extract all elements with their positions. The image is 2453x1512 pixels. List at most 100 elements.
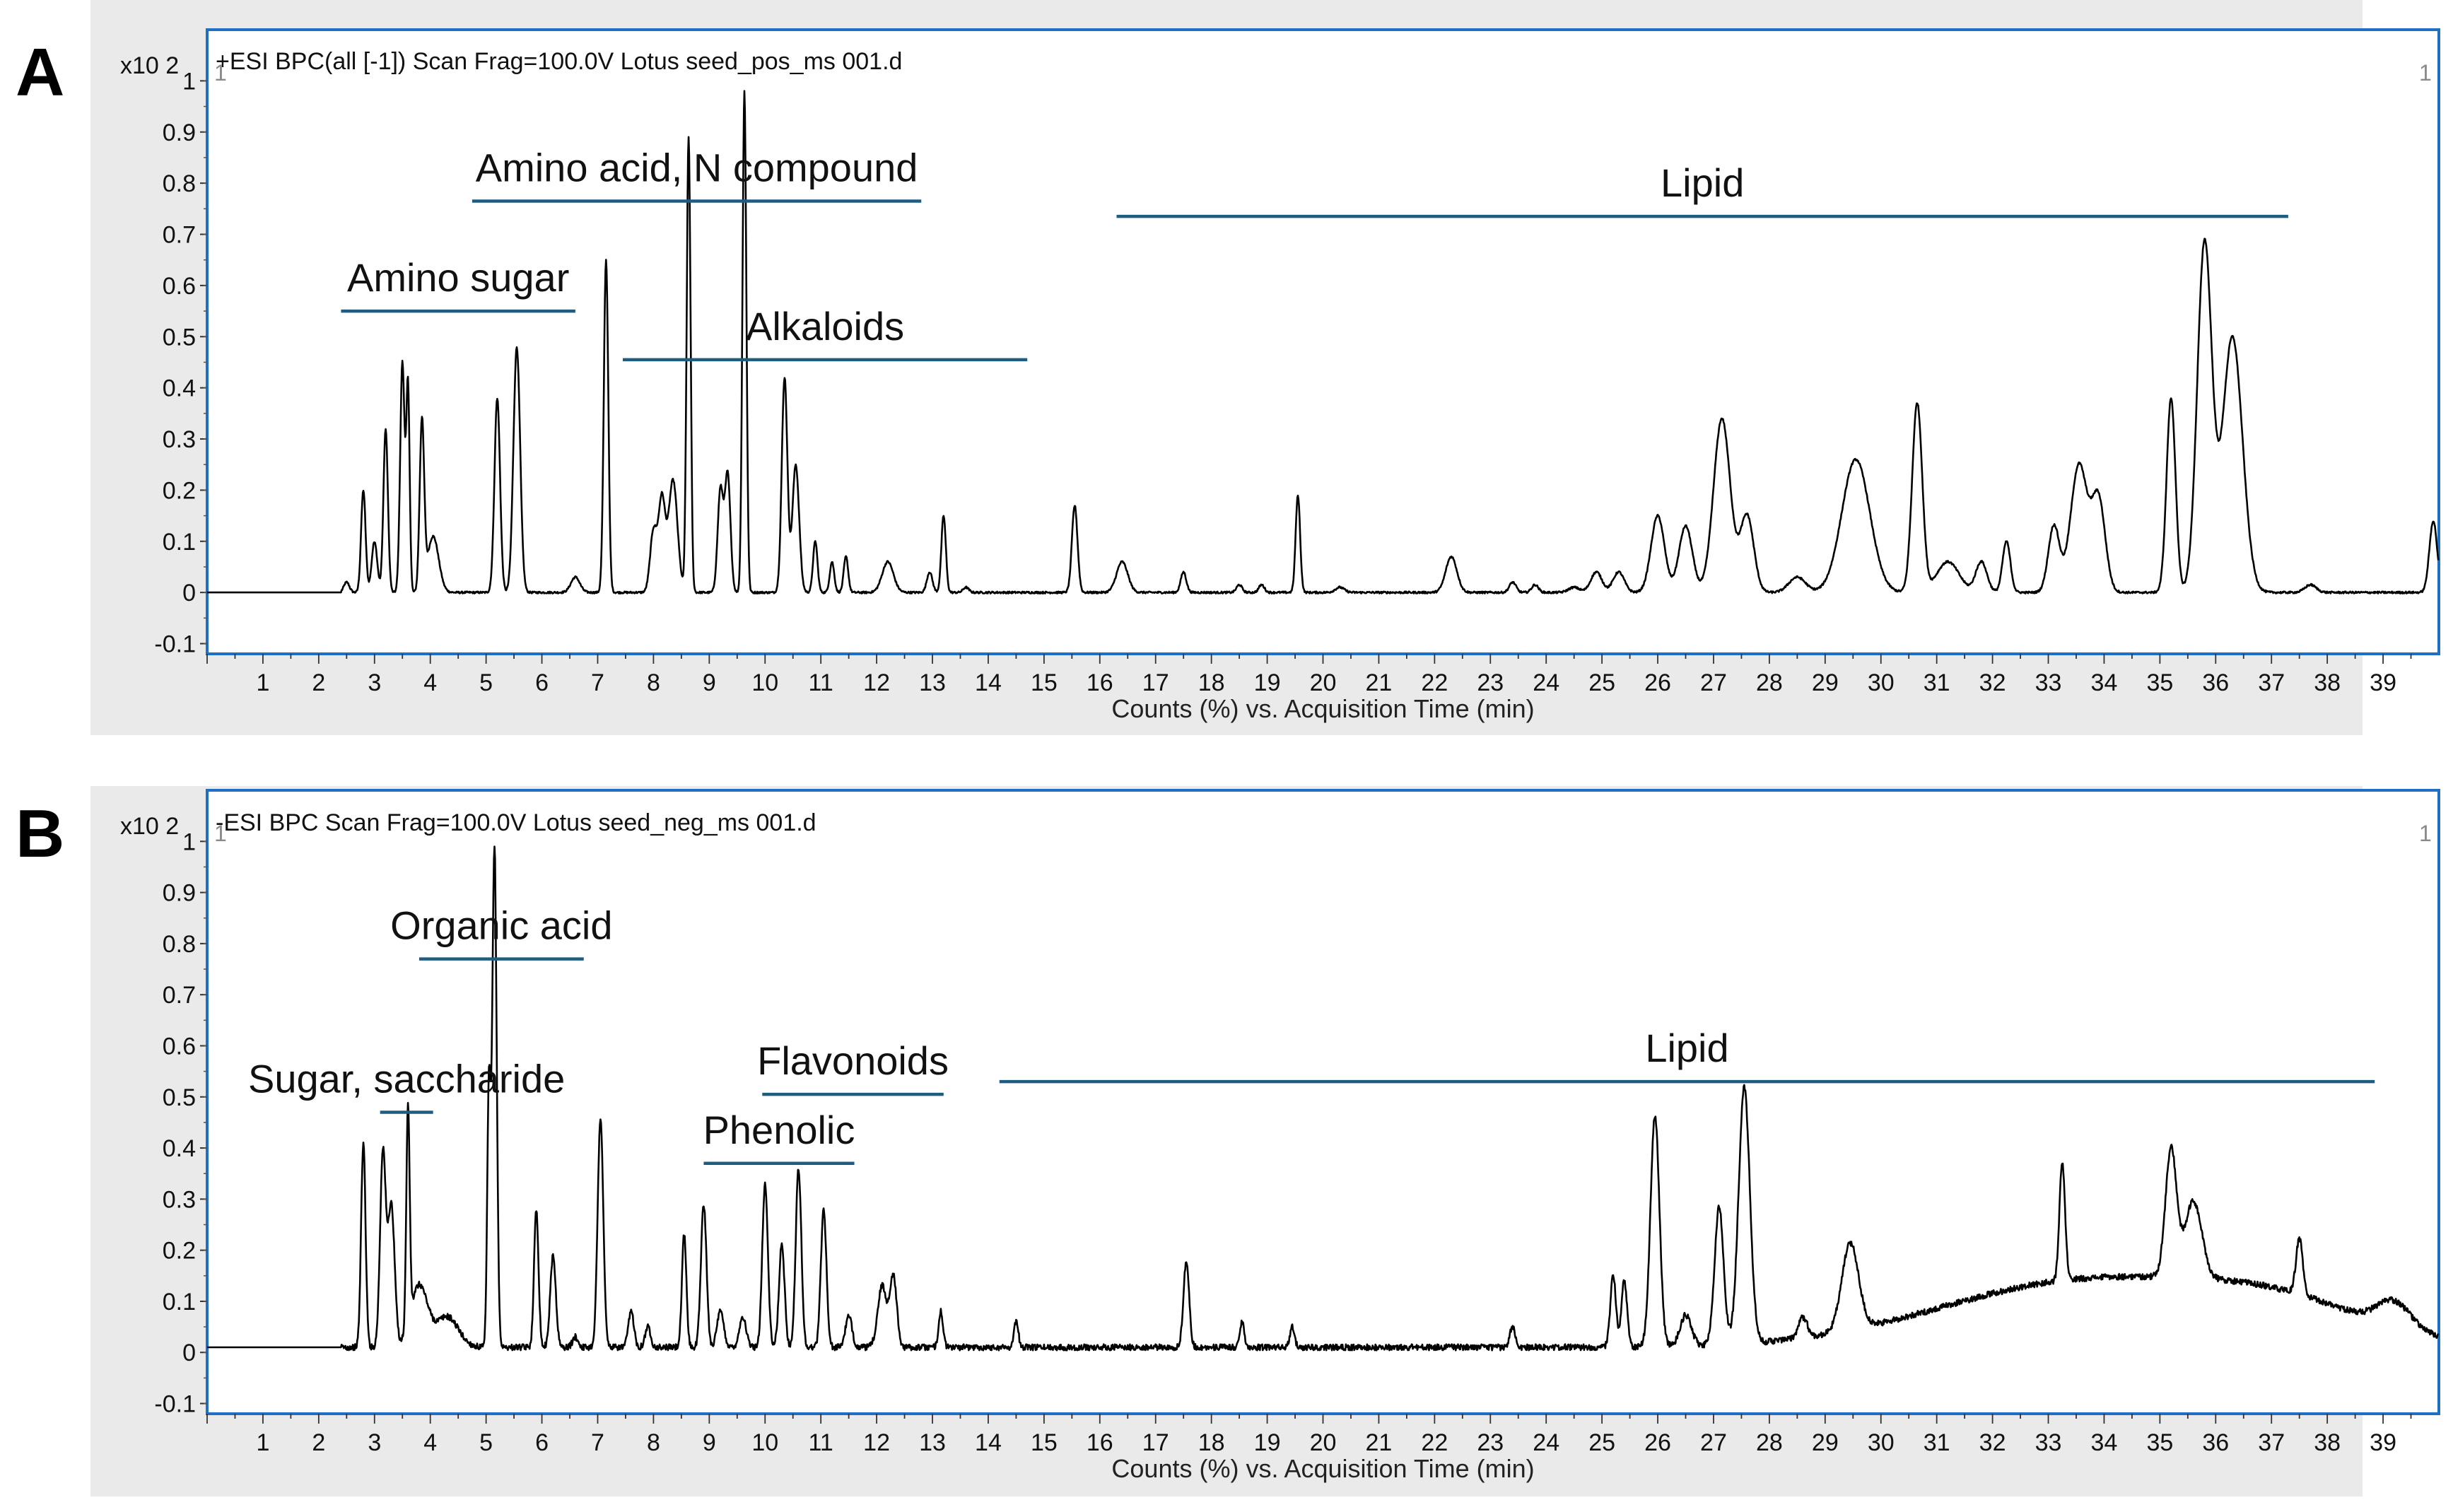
x-tick-label: 30 [1868, 1429, 1895, 1456]
y-tick-label: 0.3 [163, 1186, 196, 1213]
x-tick-label: 28 [1756, 669, 1783, 696]
x-tick-label: 34 [2091, 1429, 2118, 1456]
y-tick-label: 1 [182, 828, 196, 855]
plot-area [206, 28, 2440, 655]
x-tick-label: 25 [1588, 669, 1615, 696]
corner-marker-right: 1 [2419, 60, 2432, 86]
x-tick-label: 36 [2202, 1429, 2229, 1456]
x-tick-label: 29 [1812, 669, 1839, 696]
annotation-label: Organic acid [390, 903, 612, 948]
x-tick-label: 36 [2202, 669, 2229, 696]
x-tick-label: 35 [2146, 1429, 2173, 1456]
chromatogram-trace [206, 845, 2440, 1352]
x-tick-label: 38 [2314, 669, 2341, 696]
corner-marker-right: 1 [2419, 821, 2432, 846]
x-tick-label: 5 [479, 669, 493, 696]
x-tick-label: 32 [1979, 1429, 2006, 1456]
x-tick-label: 20 [1310, 1429, 1337, 1456]
y-tick-label: 0.2 [163, 1238, 196, 1265]
y-tick-label: 0.8 [163, 931, 196, 958]
x-tick-label: 22 [1421, 669, 1448, 696]
x-tick-label: 39 [2370, 669, 2396, 696]
x-tick-label: 9 [703, 669, 716, 696]
x-tick-label: 32 [1979, 669, 2006, 696]
x-tick-label: 16 [1087, 669, 1113, 696]
x-tick-label: 37 [2258, 1429, 2285, 1456]
x-tick-label: 39 [2370, 1429, 2396, 1456]
x-tick-label: 10 [751, 669, 778, 696]
y-tick-label: 0.5 [163, 324, 196, 351]
annotation-label: Flavonoids [757, 1038, 949, 1083]
annotation-label: Alkaloids [746, 304, 904, 348]
x-tick-label: 12 [863, 669, 890, 696]
x-tick-label: 27 [1700, 1429, 1727, 1456]
x-tick-label: 9 [703, 1429, 716, 1456]
y-tick-label: 0 [182, 580, 196, 606]
y-exponent-label: x10 2 [120, 813, 179, 840]
x-tick-label: 27 [1700, 669, 1727, 696]
x-tick-label: 13 [919, 1429, 946, 1456]
y-tick-label: 0.9 [163, 119, 196, 146]
y-tick-label: 1 [182, 68, 196, 95]
x-tick-label: 18 [1198, 669, 1225, 696]
plot-title: +ESI BPC(all [-1]) Scan Frag=100.0V Lotu… [216, 48, 902, 75]
x-tick-label: 34 [2091, 669, 2118, 696]
y-tick-label: 0.2 [163, 477, 196, 504]
x-tick-label: 10 [751, 1429, 778, 1456]
x-axis-label: Counts (%) vs. Acquisition Time (min) [1111, 694, 1534, 723]
annotation-label: Sugar, saccharide [248, 1056, 565, 1101]
x-tick-label: 18 [1198, 1429, 1225, 1456]
x-tick-label: 22 [1421, 1429, 1448, 1456]
y-tick-label: 0.4 [163, 1135, 196, 1162]
x-tick-label: 25 [1588, 1429, 1615, 1456]
x-tick-label: 11 [809, 1429, 833, 1456]
x-tick-label: 3 [368, 1429, 381, 1456]
x-tick-label: 1 [256, 669, 269, 696]
y-tick-label: 0.1 [163, 529, 196, 556]
plot-title: -ESI BPC Scan Frag=100.0V Lotus seed_neg… [216, 809, 816, 836]
y-tick-label: 0.7 [163, 982, 196, 1009]
x-tick-label: 7 [591, 1429, 604, 1456]
x-tick-label: 37 [2258, 669, 2285, 696]
annotation-label: Amino acid, N compound [476, 145, 918, 189]
x-tick-label: 7 [591, 669, 604, 696]
x-tick-label: 15 [1031, 669, 1058, 696]
x-tick-label: 29 [1812, 1429, 1839, 1456]
y-tick-label: 0.6 [163, 273, 196, 300]
x-tick-label: 2 [312, 669, 325, 696]
x-tick-label: 23 [1477, 669, 1504, 696]
annotation-label: Amino sugar [347, 255, 569, 300]
annotation-label: Lipid [1661, 160, 1744, 205]
x-tick-label: 14 [975, 669, 1002, 696]
x-tick-label: 23 [1477, 1429, 1504, 1456]
x-tick-label: 30 [1868, 669, 1895, 696]
x-tick-label: 12 [863, 1429, 890, 1456]
annotation-label: Lipid [1645, 1026, 1728, 1070]
x-tick-label: 24 [1533, 1429, 1559, 1456]
y-tick-label: 0.5 [163, 1084, 196, 1111]
x-tick-label: 21 [1366, 1429, 1393, 1456]
plot-area [206, 789, 2440, 1415]
x-tick-label: 16 [1087, 1429, 1113, 1456]
panel-letter: A [16, 35, 64, 110]
x-tick-label: 20 [1310, 669, 1337, 696]
x-tick-label: 14 [975, 1429, 1002, 1456]
x-tick-label: 17 [1142, 669, 1169, 696]
corner-marker-left: 1 [214, 60, 227, 86]
x-tick-label: 8 [647, 669, 660, 696]
x-tick-label: 15 [1031, 1429, 1058, 1456]
annotation-label: Phenolic [703, 1108, 855, 1152]
y-tick-label: 0.3 [163, 426, 196, 453]
panel-letter: B [16, 796, 64, 872]
x-tick-label: 21 [1366, 669, 1393, 696]
y-tick-label: 0.8 [163, 170, 196, 197]
y-tick-label: -0.1 [154, 631, 196, 658]
x-tick-label: 5 [479, 1429, 493, 1456]
chart-panel-a: A +ESI BPC(all [-1]) Scan Frag=100.0V Lot… [16, 0, 2440, 735]
x-tick-label: 19 [1254, 1429, 1281, 1456]
x-tick-label: 35 [2146, 669, 2173, 696]
x-tick-label: 2 [312, 1429, 325, 1456]
y-tick-label: 0.4 [163, 375, 196, 402]
chromatogram-trace [206, 90, 2440, 594]
